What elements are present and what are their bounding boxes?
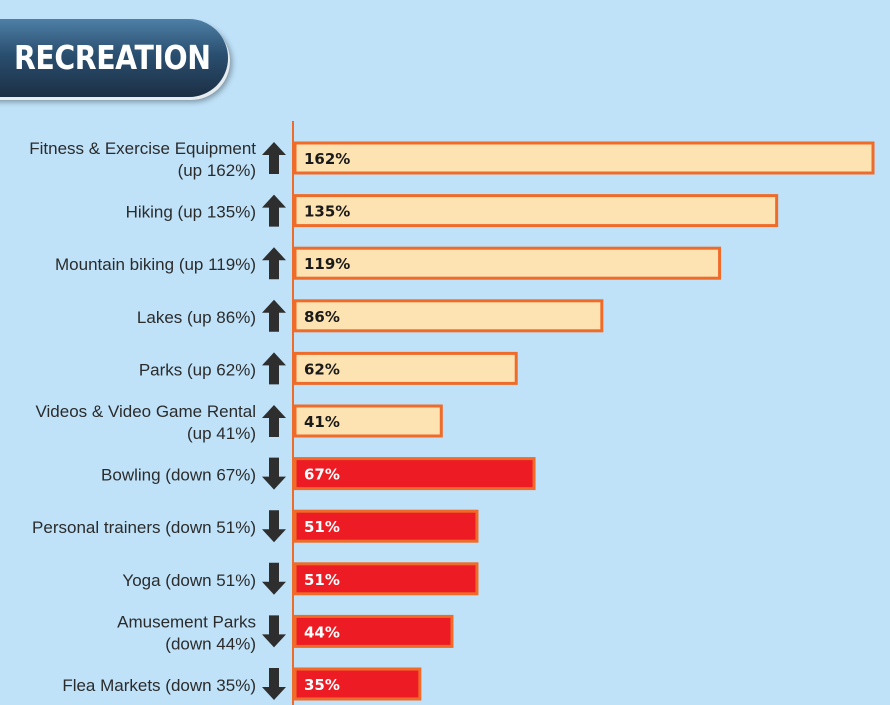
arrow-up-icon <box>262 194 286 227</box>
category-label-line: Videos & Video Game Rental <box>35 402 256 421</box>
arrow-down-icon <box>262 615 286 648</box>
category-label-line: Amusement Parks <box>117 612 256 631</box>
bar <box>293 141 875 175</box>
bar <box>293 667 422 701</box>
category-label-line: (up 162%) <box>178 161 256 180</box>
bar-value-label: 67% <box>304 466 340 484</box>
title-banner <box>0 19 228 97</box>
bar <box>293 404 443 438</box>
category-label: Flea Markets (down 35%) <box>62 676 256 695</box>
arrow-down-icon <box>262 457 286 490</box>
category-label: Parks (up 62%) <box>139 360 256 379</box>
arrow-up-icon <box>262 142 286 174</box>
arrow-up-icon <box>262 405 286 437</box>
bar <box>293 246 722 280</box>
category-label: Lakes (up 86%) <box>137 308 256 327</box>
category-label: Hiking (up 135%) <box>126 203 256 222</box>
bar <box>293 351 518 385</box>
page-title: RECREATION <box>14 38 211 77</box>
bar-value-label: 62% <box>304 360 340 378</box>
bar <box>293 194 779 228</box>
bar-value-label: 162% <box>304 150 350 168</box>
category-label: Videos & Video Game Rental (up 41%) <box>35 402 256 443</box>
category-label-line: Fitness & Exercise Equipment <box>29 139 256 158</box>
category-label-line: (down 44%) <box>165 634 256 653</box>
category-label: Fitness & Exercise Equipment (up 162%) <box>29 139 256 180</box>
bar-value-label: 51% <box>304 518 340 536</box>
bar-value-label: 86% <box>304 308 340 326</box>
bar-value-label: 135% <box>304 203 350 221</box>
arrow-down-icon <box>262 510 286 543</box>
arrow-down-icon <box>262 668 286 700</box>
bar-value-label: 51% <box>304 571 340 589</box>
arrow-up-icon <box>262 247 286 280</box>
arrow-up-icon <box>262 299 286 332</box>
bar <box>293 457 536 491</box>
arrow-up-icon <box>262 352 286 385</box>
category-label: Personal trainers (down 51%) <box>32 518 256 537</box>
bar <box>293 509 479 543</box>
bar-value-label: 41% <box>304 413 340 431</box>
bar <box>293 562 479 596</box>
arrow-down-icon <box>262 562 286 595</box>
category-label: Bowling (down 67%) <box>101 466 256 485</box>
bar-value-label: 35% <box>304 676 340 694</box>
category-label: Amusement Parks (down 44%) <box>117 612 256 653</box>
bar-value-label: 44% <box>304 623 340 641</box>
bar-value-label: 119% <box>304 255 350 273</box>
bar <box>293 614 454 648</box>
category-label-line: (up 41%) <box>187 424 256 443</box>
bar <box>293 299 604 333</box>
category-label: Mountain biking (up 119%) <box>55 255 256 274</box>
category-label: Yoga (down 51%) <box>122 571 256 590</box>
